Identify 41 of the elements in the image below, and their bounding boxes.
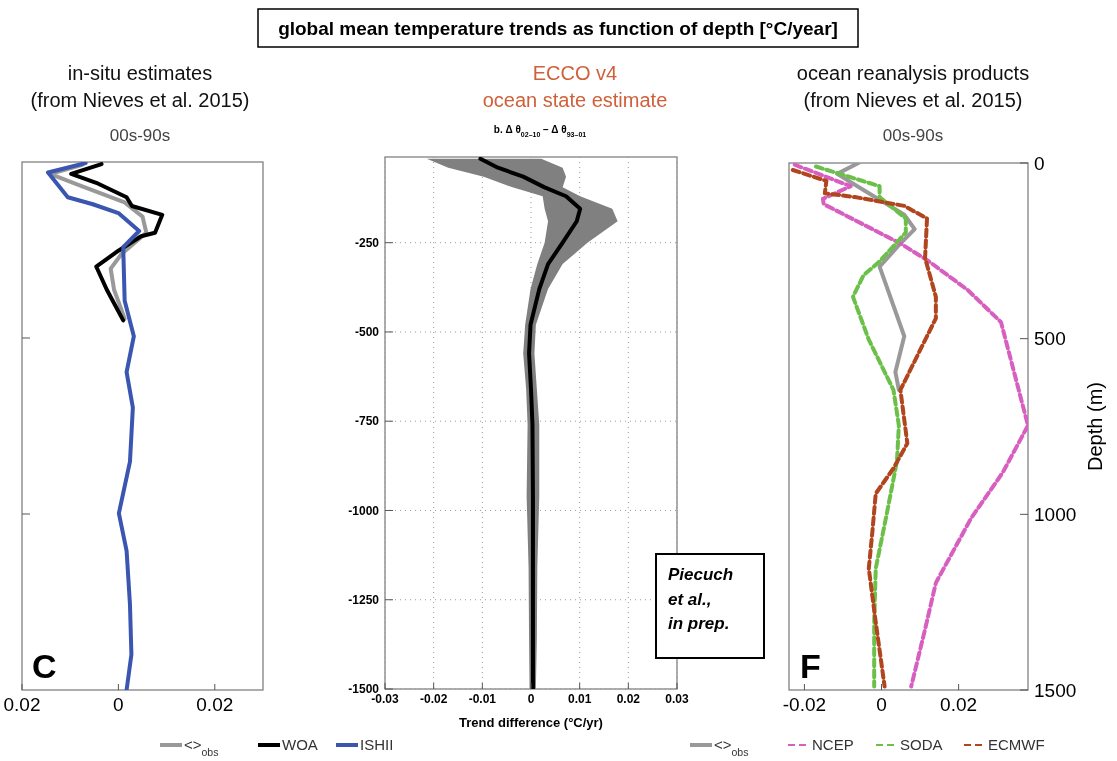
annotation: C <box>32 647 57 685</box>
y-tick-label: -250 <box>354 235 380 250</box>
x-tick-label: 0.02 <box>196 694 234 715</box>
y-tick-label: 0 <box>1034 152 1045 174</box>
x-tick-label: -0.01 <box>468 692 497 706</box>
x-tick-label: 0.01 <box>567 692 592 706</box>
x-tick-label: 0.03 <box>665 692 689 706</box>
x-axis-title: Trend difference (°C/yr) <box>459 715 603 730</box>
annotation: Piecuch et al., in prep. <box>668 565 734 634</box>
y-tick-label: 1000 <box>1034 503 1077 525</box>
y-tick-label: 1500 <box>1034 679 1077 701</box>
x-tick-label: -0.03 <box>371 692 399 706</box>
x-tick-label: -0.02 <box>782 694 827 715</box>
y-axis-title: Depth (m) <box>1084 382 1106 471</box>
chart-subtitle: 00s-90s <box>882 126 944 145</box>
annotation: F <box>800 647 821 685</box>
x-tick-label: 0.02 <box>940 694 978 715</box>
legend-label: <>$_{obs}$ <box>714 736 749 759</box>
legend-label: <>$_{obs}$ <box>184 736 219 759</box>
x-tick-label: 0.02 <box>3 694 41 715</box>
legend-label: WOA <box>282 736 318 754</box>
x-tick-label: 0 <box>876 694 887 715</box>
legend-label: NCEP <box>812 736 854 754</box>
chart-title: global mean temperature trends as function of depth [°C/year] <box>278 18 838 39</box>
x-tick-label: 0.02 <box>616 692 641 706</box>
legend-label: ECMWF <box>988 736 1045 754</box>
chart-title: ocean reanalysis products (from Nieves et al. 2015) <box>796 62 1030 111</box>
chart-subtitle: ECCO v4 ocean state estimate <box>482 62 668 111</box>
y-tick-label: -750 <box>354 414 380 429</box>
text: b. Δ θ$_{02–10}$ − Δ θ$_{93–01}$ <box>493 124 587 138</box>
legend-label: SODA <box>900 736 943 754</box>
y-tick-label: 500 <box>1034 328 1066 350</box>
x-tick-label: 0 <box>113 694 124 715</box>
x-tick-label: 0 <box>527 692 535 706</box>
chart-subtitle: 00s-90s <box>109 126 171 145</box>
y-tick-label: -1250 <box>348 592 380 607</box>
x-tick-label: -0.02 <box>419 692 448 706</box>
y-tick-label: -1000 <box>348 503 380 518</box>
y-tick-label: -500 <box>354 325 380 340</box>
chart-title: in-situ estimates (from Nieves et al. 2015) <box>30 62 250 111</box>
legend-label: ISHII <box>360 736 394 754</box>
